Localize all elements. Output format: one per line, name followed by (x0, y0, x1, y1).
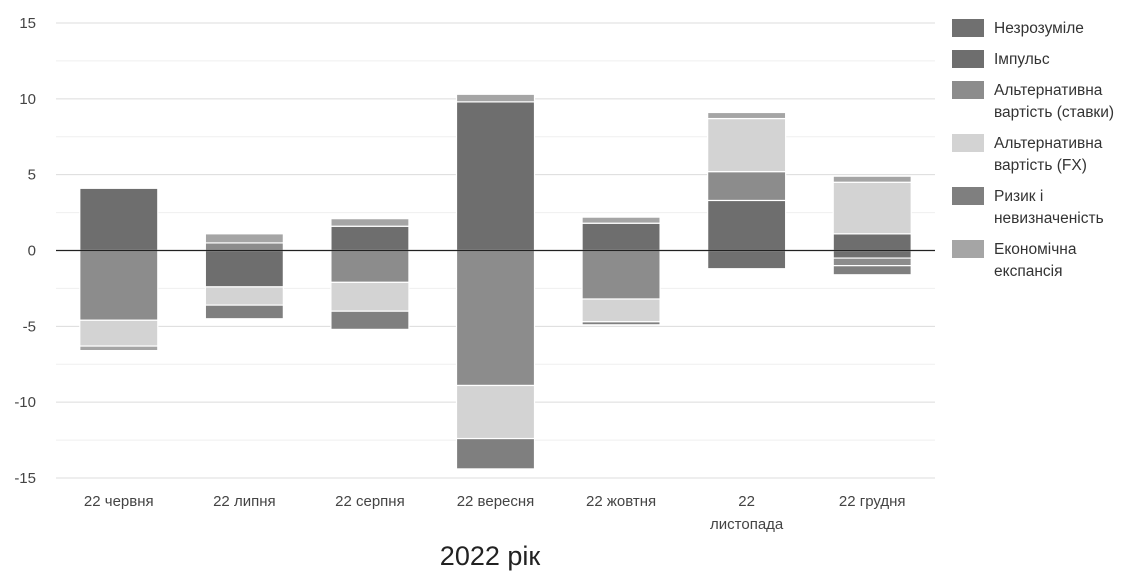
bar-segment (581, 298, 661, 323)
bar-segment (330, 310, 410, 330)
bar-segment (832, 181, 912, 235)
y-tick-label: -5 (23, 318, 36, 335)
y-axis: 15 10 5 0 -5 -10 -15 (14, 15, 36, 487)
legend-swatch (952, 19, 984, 37)
bar-segment (455, 93, 536, 103)
bar-segment (204, 286, 284, 306)
bar-segment (79, 187, 159, 252)
legend-item: Альтернативна вартість (ставки) (952, 80, 1148, 124)
bar-segment (204, 249, 284, 288)
bar-segment (79, 249, 159, 321)
bar-segment (330, 218, 410, 227)
bar-segment (707, 249, 787, 270)
legend-label: Альтернативна вартість (ставки) (994, 82, 1115, 121)
legend-item: Альтернативна вартість (FX) (952, 133, 1148, 177)
bar-segment (707, 117, 787, 173)
y-tick-label: 15 (19, 15, 36, 32)
bar-segment (707, 171, 787, 202)
bar-segment (204, 242, 284, 252)
x-tick-label: 22 червня (84, 493, 154, 510)
bar-segment (581, 216, 661, 224)
legend-label: Ризик і невизначеність (994, 188, 1104, 227)
bar-segment (455, 101, 536, 252)
bar-segment (581, 321, 661, 326)
x-tick-label: 22 вересня (457, 493, 535, 510)
legend-item: Імпульс (952, 49, 1148, 71)
x-tick-label: 22 липня (213, 493, 276, 510)
bar-segment (204, 233, 284, 244)
bar-segment (832, 249, 912, 259)
legend-label: Альтернативна вартість (FX) (994, 135, 1103, 174)
bars (79, 93, 912, 470)
bar-segment (581, 222, 661, 252)
bar-segment (832, 233, 912, 252)
legend-swatch (952, 187, 984, 205)
legend-swatch (952, 134, 984, 152)
y-tick-label: 10 (19, 91, 36, 108)
y-tick-label: -10 (14, 394, 36, 411)
y-tick-label: 0 (28, 243, 36, 260)
legend-item: Незрозуміле (952, 18, 1148, 40)
bar-segment (707, 199, 787, 252)
bar-segment (204, 304, 284, 320)
legend-item: Економічна експансія (952, 239, 1148, 283)
bar-segment (581, 249, 661, 300)
legend-swatch (952, 240, 984, 258)
bar-segment (455, 249, 536, 387)
x-axis: 22 червня 22 липня 22 серпня 22 вересня 22 ж… (84, 493, 906, 533)
bar-segment (832, 175, 912, 183)
bar-segment (79, 345, 159, 352)
x-axis-title: 2022 рік (440, 541, 541, 571)
x-tick-label: 22 жовтня (586, 493, 656, 510)
x-tick-label: 22 грудня (839, 493, 906, 510)
legend-label: Економічна експансія (994, 241, 1077, 280)
bar-segment (707, 111, 787, 120)
legend: Незрозуміле Імпульс Альтернативна вартість … (952, 18, 1148, 292)
bar-segment (455, 437, 536, 470)
bar-segment (330, 225, 410, 252)
legend-swatch (952, 81, 984, 99)
y-tick-label: 5 (28, 167, 36, 184)
bar-segment (330, 249, 410, 283)
bar-segment (832, 257, 912, 267)
bar-segment (79, 319, 159, 347)
legend-label: Імпульс (994, 51, 1050, 68)
legend-item: Ризик і невизначеність (952, 186, 1148, 230)
legend-swatch (952, 50, 984, 68)
bar-segment (330, 281, 410, 312)
y-tick-label: -15 (14, 470, 36, 487)
x-tick-label: 22 листопада (710, 493, 784, 533)
legend-label: Незрозуміле (994, 20, 1084, 37)
bar-segment (832, 265, 912, 276)
bar-segment (455, 384, 536, 440)
x-tick-label: 22 серпня (335, 493, 405, 510)
